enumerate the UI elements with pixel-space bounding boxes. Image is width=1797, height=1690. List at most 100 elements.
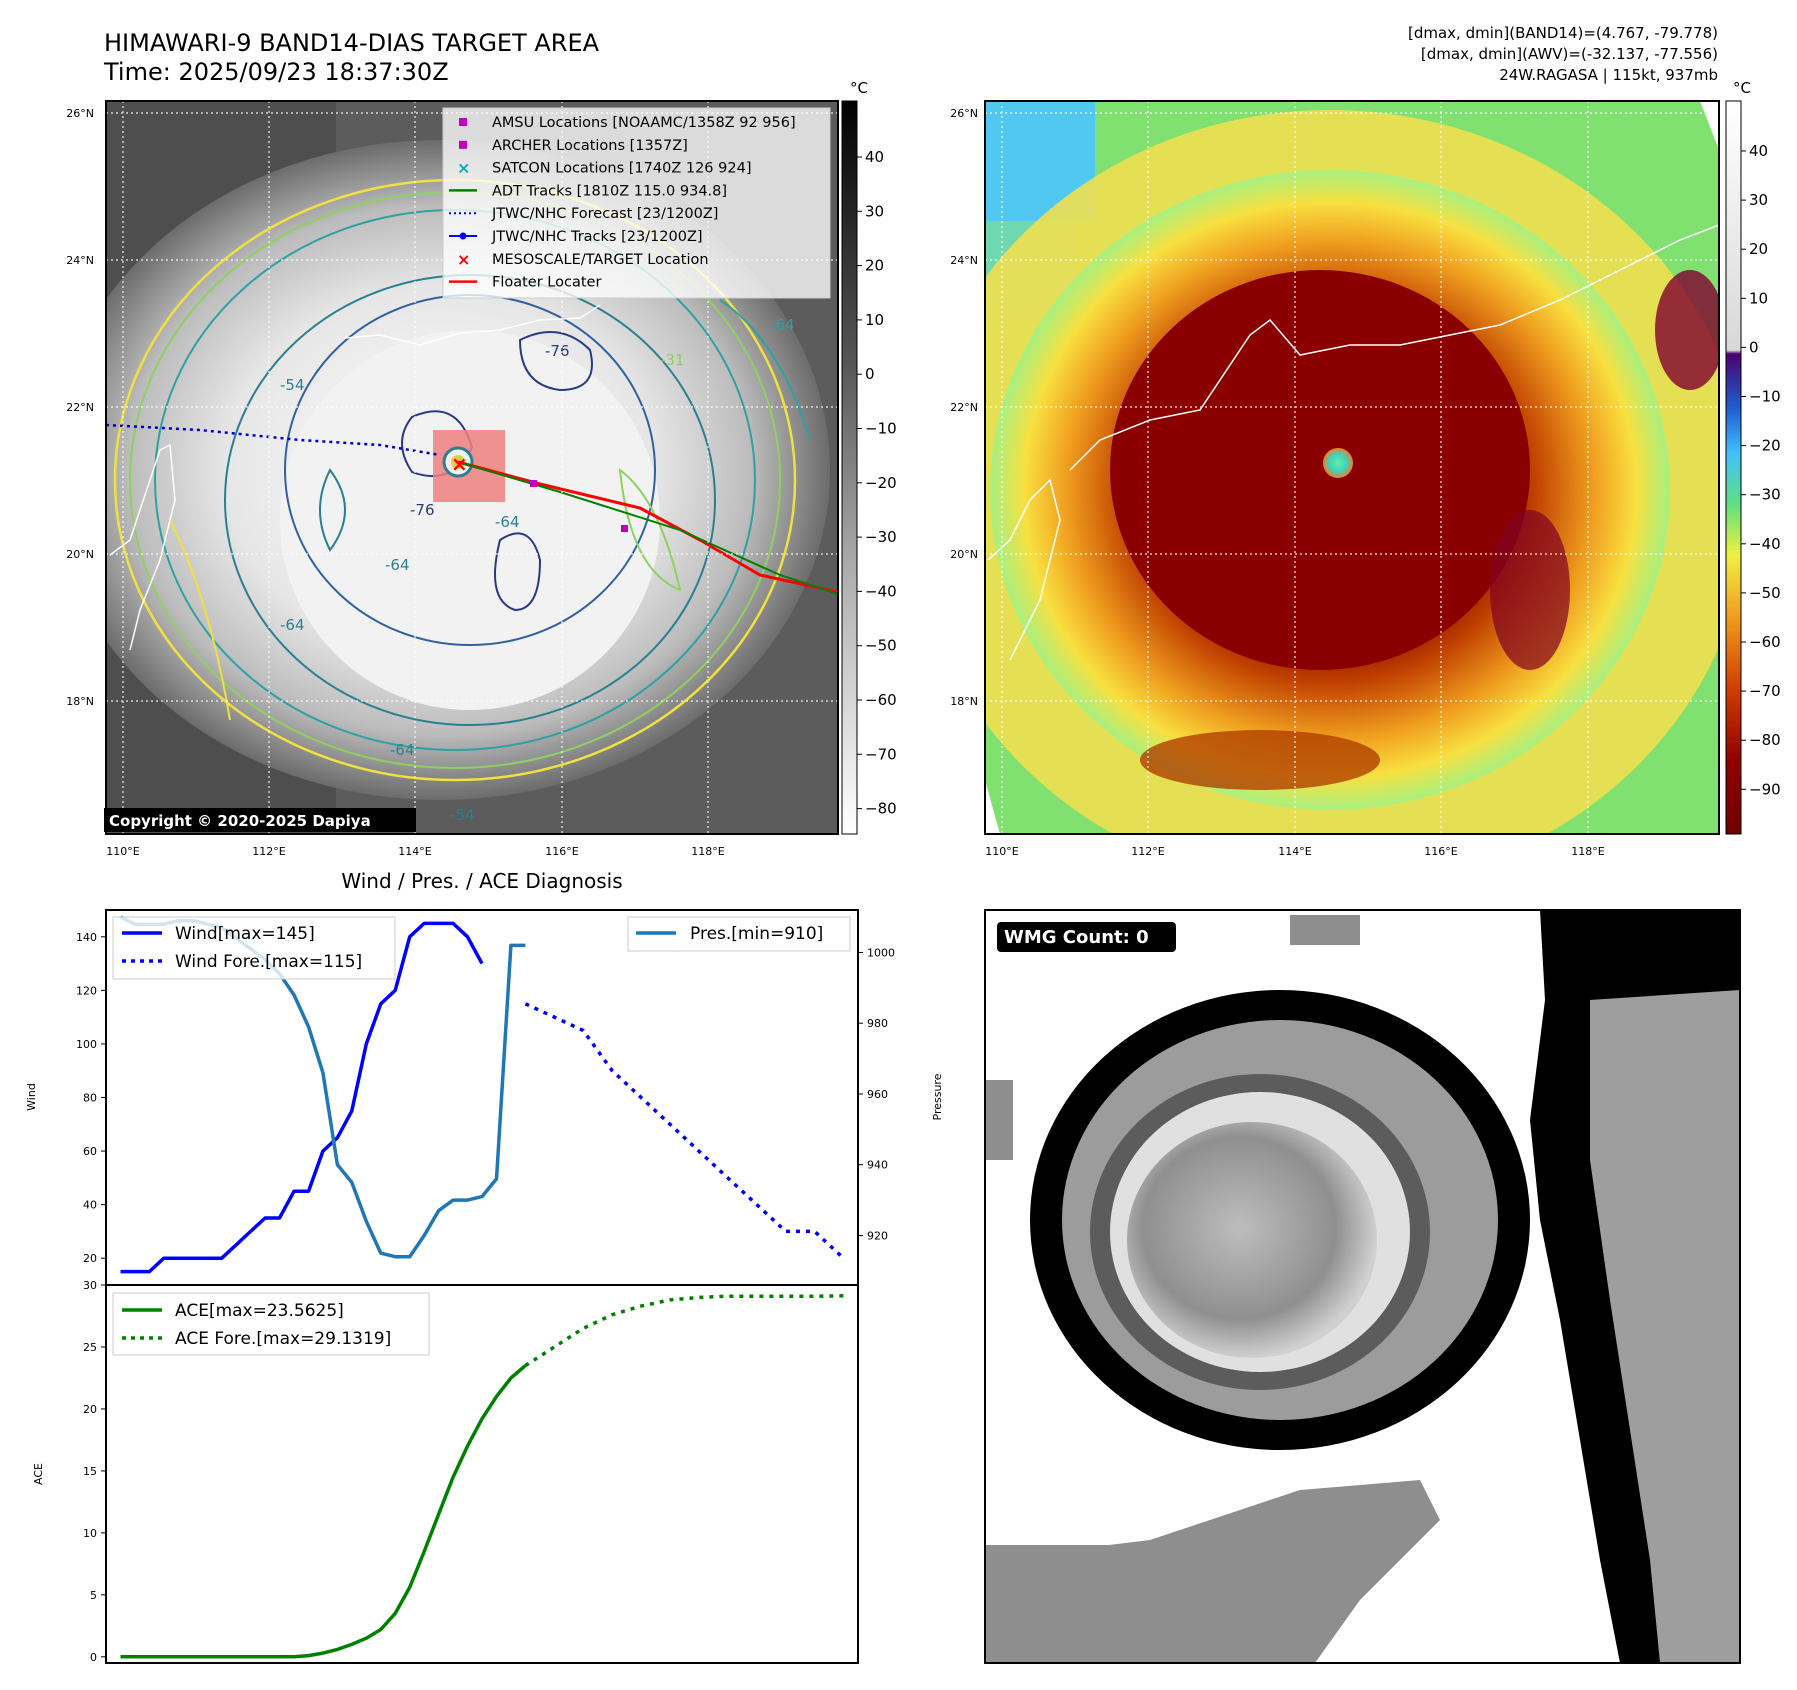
lon-tick-label: 118°E: [691, 845, 724, 858]
wmg-count-badge: [997, 922, 1176, 952]
colorbar-tick-label: 40: [865, 148, 884, 166]
colorbar-tick-label: 0: [1749, 338, 1759, 356]
wind-axis-label: Wind: [25, 1083, 38, 1111]
ace-legend: ACE[max=23.5625] ACE Fore.[max=29.1319]: [112, 1292, 430, 1356]
colorbar-tick-label: −20: [865, 474, 897, 492]
colorbar-tick-label: −10: [1749, 388, 1781, 406]
axis-tick-label: 140: [76, 931, 97, 944]
colorbar-tick-label: 20: [865, 257, 884, 275]
awv-eye: [1323, 448, 1353, 478]
lat-tick-label: 26°N: [66, 107, 94, 120]
pressure-axis-label: Pressure: [931, 1073, 944, 1120]
contour-label: -64: [280, 616, 305, 634]
series-line: [524, 1002, 845, 1260]
colorbar-tick-label: −40: [1749, 535, 1781, 553]
axis-tick-label: 10: [83, 1527, 97, 1540]
awv-colorbar-ticks: 40 30 20 10 0 −10 −20 −30 −40 −50 −60 −70 −80 −90: [1741, 142, 1781, 798]
axis-tick-label: 25: [83, 1341, 97, 1354]
contour-label: -64: [495, 513, 520, 531]
adt-track-line: [457, 461, 838, 595]
colorbar-tick-label: 0: [865, 365, 875, 383]
legend-label: ACE[max=23.5625]: [175, 1301, 344, 1321]
legend-marker: ×: [457, 250, 470, 269]
awv-lon-labels: 110°E 112°E 114°E 116°E 118°E: [985, 845, 1604, 858]
contour-label: -54: [280, 376, 305, 394]
floater-locater-line: [457, 460, 838, 594]
axis-tick-label: 120: [76, 984, 97, 997]
ir-colorbar-unit: °C: [850, 79, 868, 97]
lon-tick-label: 118°E: [1571, 845, 1604, 858]
archer-location-marker: [621, 525, 628, 532]
legend-label: ADT Tracks [1810Z 115.0 934.8]: [492, 183, 727, 199]
axis-tick-label: 30: [83, 1279, 97, 1292]
contour-label: -64: [390, 741, 415, 759]
ir-coastline: [344, 304, 601, 346]
colorbar-tick-label: 10: [865, 311, 884, 329]
ace-panel: 0 5 10 15 20 25 30 ACE ACE[max=23.5625] ACE Fo…: [32, 1279, 859, 1664]
wmg-frame: [984, 909, 1741, 1664]
legend-label: Pres.[min=910]: [690, 924, 823, 944]
lat-tick-label: 18°N: [66, 695, 94, 708]
axis-tick-label: 5: [90, 1589, 97, 1602]
diagnosis-title: Wind / Pres. / ACE Diagnosis: [341, 869, 622, 893]
ir-lat-labels: 26°N 24°N 22°N 20°N 18°N: [66, 107, 94, 708]
awv-map: 26°N 24°N 22°N 20°N 18°N 110°E 112°E 114…: [950, 79, 1781, 858]
colorbar-tick-label: −10: [865, 420, 897, 438]
lat-tick-label: 22°N: [66, 401, 94, 414]
axis-tick-label: 80: [83, 1092, 97, 1105]
ace-series: [120, 1294, 844, 1659]
ir-legend: AMSU Locations [NOAAMC/1358Z 92 956] ARCH…: [442, 107, 831, 299]
axis-tick-label: 100: [76, 1038, 97, 1051]
axis-tick-label: 980: [867, 1017, 888, 1030]
colorbar-tick-label: −30: [865, 528, 897, 546]
series-line: [120, 921, 484, 1274]
colorbar-tick-label: 20: [1749, 240, 1768, 258]
legend-label: ARCHER Locations [1357Z]: [492, 138, 688, 154]
colorbar-tick-label: −30: [1749, 486, 1781, 504]
series-line: [524, 1294, 844, 1368]
pressure-axis-ticks: 920 940 960 980 1000: [858, 946, 895, 1242]
lon-tick-label: 112°E: [1131, 845, 1164, 858]
lon-tick-label: 114°E: [1278, 845, 1311, 858]
contour-label: -54: [450, 806, 475, 824]
contour-label: -64: [385, 556, 410, 574]
ir-map: × -76 -76 -64 -64 -64 -64 -54 -31 -64 -5…: [66, 79, 897, 858]
wmg-panel: WMG Count: 0: [984, 909, 1741, 1664]
axis-tick-label: 20: [83, 1403, 97, 1416]
axis-tick-label: 960: [867, 1088, 888, 1101]
series-line: [120, 1364, 527, 1659]
lat-tick-label: 20°N: [66, 548, 94, 561]
lat-tick-label: 26°N: [950, 107, 978, 120]
target-location-marker: ×: [451, 452, 468, 476]
wmg-count-text: WMG Count: 0: [1004, 927, 1149, 948]
lat-tick-label: 20°N: [950, 548, 978, 561]
legend-label: ACE Fore.[max=29.1319]: [175, 1329, 391, 1349]
awv-colorbar-unit: °C: [1733, 79, 1751, 97]
colorbar-tick-label: −50: [1749, 584, 1781, 602]
wind-pressure-panel: 20 40 60 80 100 120 140 920 940 960 980 1000 Wind …: [25, 909, 944, 1286]
legend-label: SATCON Locations [1740Z 126 924]: [492, 161, 751, 177]
axis-tick-label: 15: [83, 1465, 97, 1478]
ir-map-frame: [105, 100, 839, 835]
colorbar-tick-label: 30: [1749, 191, 1768, 209]
axis-tick-label: 60: [83, 1145, 97, 1158]
info-band14: [dmax, dmin](BAND14)=(4.767, -79.778): [1408, 24, 1718, 42]
ir-lon-labels: 110°E 112°E 114°E 116°E 118°E: [106, 845, 724, 858]
awv-gridlines: [985, 101, 1719, 834]
colorbar-tick-label: −80: [1749, 731, 1781, 749]
colorbar-tick-label: 30: [865, 202, 884, 220]
awv-map-frame: [984, 100, 1720, 835]
axis-tick-label: 940: [867, 1159, 888, 1172]
colorbar-tick-label: −60: [865, 691, 897, 709]
pressure-legend: Pres.[min=910]: [627, 916, 851, 952]
legend-label: Wind[max=145]: [175, 924, 315, 944]
figure-time: Time: 2025/09/23 18:37:30Z: [103, 58, 449, 86]
contour-label: -76: [410, 501, 435, 519]
axis-tick-label: 0: [90, 1651, 97, 1664]
forecast-track-line: [106, 423, 441, 457]
wind-axis-ticks: 20 40 60 80 100 120 140: [76, 931, 106, 1265]
contour-label: -64: [770, 316, 795, 334]
copyright-box: [104, 808, 416, 832]
lon-tick-label: 110°E: [106, 845, 139, 858]
